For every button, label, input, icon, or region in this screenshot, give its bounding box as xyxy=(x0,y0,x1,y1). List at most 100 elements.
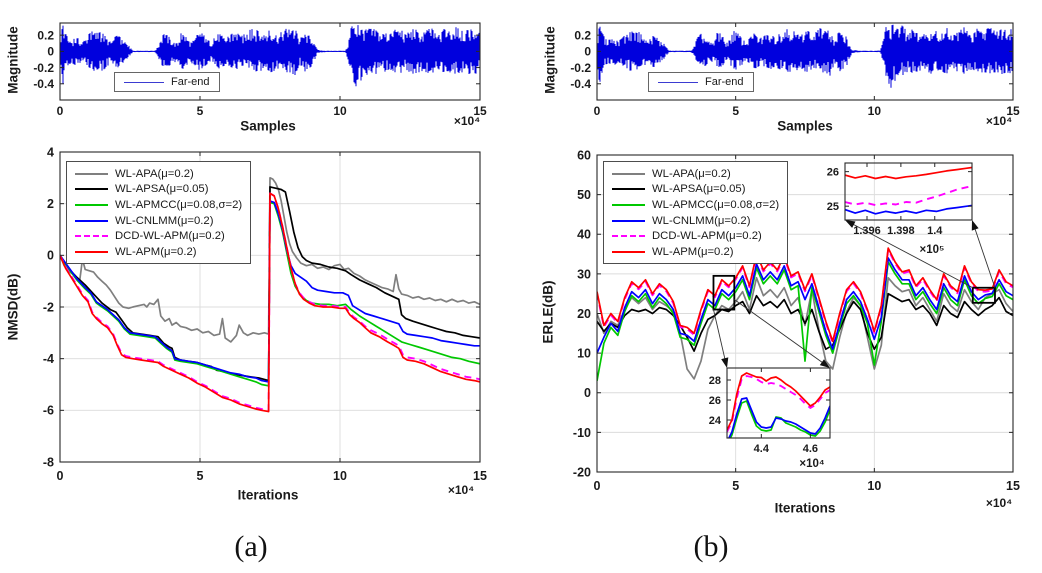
y-tick-label: 20 xyxy=(577,307,591,321)
zoom-connector-line xyxy=(850,222,973,289)
legend-label: WL-APSA(μ=0.05) xyxy=(652,183,746,196)
axes-box xyxy=(59,22,481,101)
series-WL-APMCC(μ=0.08,σ=2) xyxy=(597,261,1013,382)
chart-series-wave_b xyxy=(597,24,1013,88)
wave-a-legend: Far-end xyxy=(114,72,220,92)
series-DCD-WL-APM(μ=0.2) xyxy=(727,375,830,433)
chart-series-erle xyxy=(597,247,1013,382)
x-tick-label: 1.396 xyxy=(853,225,881,237)
x-tick-label: 5 xyxy=(732,104,739,118)
x-tick-label: 0 xyxy=(594,104,601,118)
erle-annotations xyxy=(712,220,996,368)
y-tick-label: 30 xyxy=(577,267,591,281)
x-tick-label: 5 xyxy=(197,104,204,118)
x-tick-label: 0 xyxy=(57,469,64,483)
x-tick-label: 1.4 xyxy=(927,225,943,237)
y-tick-label: 2 xyxy=(47,197,54,211)
x-tick-label: 15 xyxy=(473,104,487,118)
inset-top-x-exponent: ×10⁵ xyxy=(919,244,945,256)
legend-label: WL-CNLMM(μ=0.2) xyxy=(115,214,214,227)
nmsd-x-exponent: ×10⁴ xyxy=(447,483,475,497)
y-tick-label: -8 xyxy=(43,455,54,469)
y-tick-label: -0.2 xyxy=(33,61,54,75)
zoom-connector-arrowhead xyxy=(819,359,830,368)
x-tick-label: 0 xyxy=(57,104,64,118)
series-WL-CNLMM(μ=0.2) xyxy=(60,200,480,383)
erle-ylabel: ERLE(dB) xyxy=(540,280,556,344)
far-end-label: Far-end xyxy=(705,76,744,88)
legend-row: WL-APSA(μ=0.05) xyxy=(612,183,779,196)
chart-series-wave_a xyxy=(60,25,480,87)
legend-line-sample xyxy=(612,235,645,238)
legend-line-sample xyxy=(75,203,108,206)
y-tick-label: 60 xyxy=(577,148,591,162)
series-WL-CNLMM(μ=0.2) xyxy=(728,397,830,438)
x-tick-label: 10 xyxy=(868,104,882,118)
legend-row: WL-APMCC(μ=0.08,σ=2) xyxy=(612,198,779,211)
legend-row: WL-APSA(μ=0.05) xyxy=(75,183,242,196)
legend-label: WL-APMCC(μ=0.08,σ=2) xyxy=(115,198,243,211)
wave-b-x-exponent: ×10⁴ xyxy=(985,114,1013,128)
chart-wave_b: 0 5 10 15 0.2 0 -0.2 -0.4 xyxy=(570,22,1020,118)
legend-row: WL-APMCC(μ=0.08,σ=2) xyxy=(75,198,242,211)
nmsd-legend: WL-APA(μ=0.2) WL-APSA(μ=0.05) WL-APMCC(μ=0… xyxy=(66,161,252,264)
erle-legend: WL-APA(μ=0.2) WL-APSA(μ=0.05) WL-APMCC(μ=0… xyxy=(603,161,789,264)
legend-row: DCD-WL-APM(μ=0.2) xyxy=(612,230,779,243)
chart-inset_top: 1.396 1.398 1.4 26 25 xyxy=(827,162,973,237)
far-end-line-sample xyxy=(124,81,164,83)
nmsd-xlabel: Iterations xyxy=(237,487,299,503)
legend-line-sample xyxy=(75,188,108,191)
wave-a-ylabel: Magnitude xyxy=(5,26,21,94)
wave-b-xlabel: Samples xyxy=(777,118,833,134)
axes-box xyxy=(726,367,831,439)
series-WL-APA(μ=0.2) xyxy=(60,176,480,343)
y-tick-label: 40 xyxy=(577,228,591,242)
legend-line-sample xyxy=(612,219,645,222)
zoom-connector-arrowhead xyxy=(721,357,729,368)
legend-label: WL-APM(μ=0.2) xyxy=(115,246,197,259)
legend-row: WL-CNLMM(μ=0.2) xyxy=(75,214,242,227)
x-tick-label: 1.398 xyxy=(887,225,915,237)
chart-series-nmsd xyxy=(60,176,480,413)
y-tick-label: -0.4 xyxy=(33,77,54,91)
wave-b-legend: Far-end xyxy=(648,72,754,92)
y-tick-label: -6 xyxy=(43,404,54,418)
y-tick-label: -0.2 xyxy=(570,61,591,75)
series-WL-APMCC(μ=0.08,σ=2) xyxy=(729,400,830,438)
x-tick-label: 15 xyxy=(473,469,487,483)
y-tick-label: 25 xyxy=(827,201,839,213)
wave-a-x-exponent: ×10⁴ xyxy=(453,114,481,128)
series-WL-APM(μ=0.2) xyxy=(597,247,1013,343)
series-WL-APM(μ=0.2) xyxy=(60,192,480,413)
far-end-line-sample xyxy=(658,81,698,83)
legend-row: WL-CNLMM(μ=0.2) xyxy=(612,214,779,227)
y-tick-label: -2 xyxy=(43,300,54,314)
y-tick-label: 0.2 xyxy=(37,28,54,42)
series-WL-APM(μ=0.2) xyxy=(727,372,830,431)
y-tick-label: 28 xyxy=(709,375,721,387)
legend-row: WL-APM(μ=0.2) xyxy=(612,245,779,258)
far-end-label: Far-end xyxy=(171,76,210,88)
panel-b-caption: (b) xyxy=(693,530,729,563)
panel-a-caption: (a) xyxy=(234,530,268,563)
legend-line-sample xyxy=(75,172,108,175)
y-tick-label: 10 xyxy=(577,347,591,361)
chart-nmsd: 0 5 10 15 4 2 0 -2 -4 -6 -8 xyxy=(43,145,487,483)
series-WL-APA(μ=0.2) xyxy=(597,276,1013,380)
legend-row: WL-APA(μ=0.2) xyxy=(612,167,779,180)
y-tick-label: 0 xyxy=(47,45,54,59)
chart-erle: 0 5 10 15 60 50 40 30 20 10 0 -10 -20 xyxy=(573,148,1020,493)
series-WL-APM(μ=0.2) xyxy=(845,166,972,180)
legend-row: DCD-WL-APM(μ=0.2) xyxy=(75,230,242,243)
zoom-connector-arrowhead xyxy=(845,220,856,228)
axes-box xyxy=(596,22,1014,101)
zoom-connector-line xyxy=(713,309,726,362)
legend-label: WL-APMCC(μ=0.08,σ=2) xyxy=(652,198,780,211)
y-tick-label: 0 xyxy=(584,386,591,400)
x-tick-label: 15 xyxy=(1006,479,1020,493)
y-tick-label: -10 xyxy=(573,426,591,440)
series-WL-CNLMM(μ=0.2) xyxy=(845,204,972,215)
series-WL-CNLMM(μ=0.2) xyxy=(597,257,1013,354)
y-tick-label: 26 xyxy=(827,166,839,178)
